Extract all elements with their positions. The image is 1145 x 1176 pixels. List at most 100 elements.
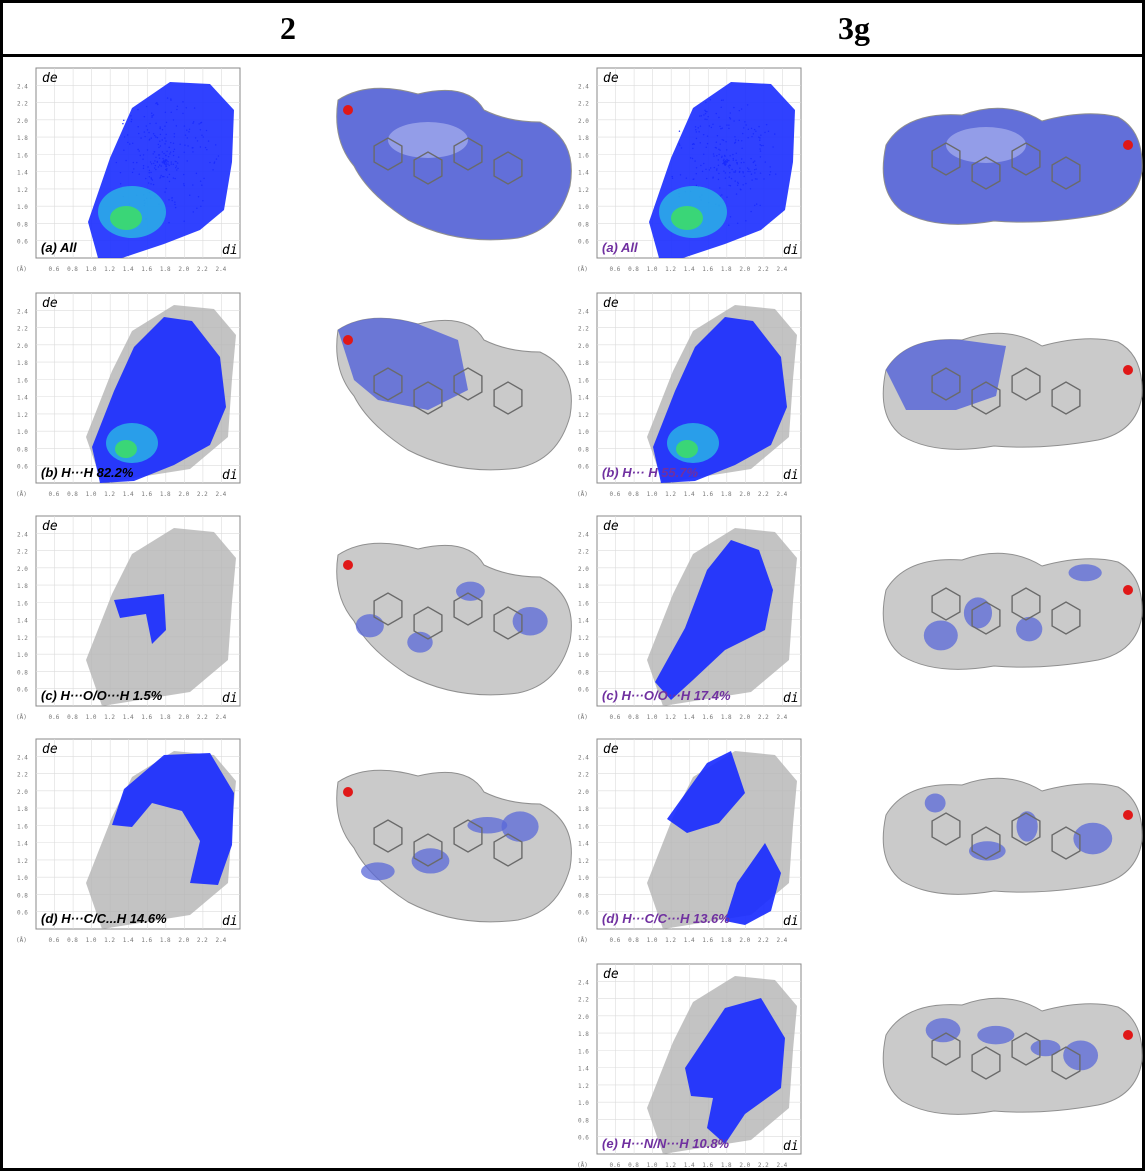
- scatter-point: [716, 168, 718, 170]
- scatter-point: [736, 163, 739, 165]
- y-tick-label: 1.4: [578, 395, 589, 402]
- scatter-point: [747, 137, 749, 139]
- hirshfeld-surface-3g-ho: [882, 552, 1143, 670]
- scatter-point: [155, 136, 157, 138]
- contact-red-spot: [1123, 365, 1133, 375]
- hirshfeld-surface-2-all: [336, 87, 572, 241]
- y-tick-label: 1.2: [578, 187, 589, 194]
- scatter-point: [168, 164, 170, 167]
- scatter-point: [709, 167, 712, 169]
- scatter-point: [748, 168, 750, 170]
- scatter-point: [192, 122, 194, 124]
- x-tick-label: 1.4: [684, 1162, 695, 1169]
- scatter-point: [159, 126, 161, 128]
- x-tick-label: 1.0: [647, 714, 658, 721]
- x-tick-label: 1.8: [160, 937, 171, 944]
- y-tick-label: 1.6: [17, 377, 28, 384]
- ring: [971, 381, 1001, 415]
- y-tick-label: 1.4: [578, 841, 589, 848]
- x-tick-label: 0.8: [628, 937, 639, 944]
- point-cloud: [647, 976, 797, 1154]
- scatter-point: [729, 185, 732, 187]
- fingerprint-plot-3g-hc: de di 0.6 0.6 0.8 0.8 1.0 1.0 1.2 1.2 1.4 1.4 1.6 1.6…: [577, 738, 802, 944]
- surface-contact-patch: [977, 1025, 1015, 1045]
- scatter-point: [115, 161, 118, 164]
- fingerprint-plot-3g-hh: de di 0.6 0.6 0.8 0.8 1.0 1.0 1.2 1.2 1.4 1.4 1.6 1.6…: [577, 292, 802, 498]
- y-tick-label: 2.2: [578, 997, 589, 1004]
- scatter-point: [130, 120, 132, 123]
- scatter-point: [186, 137, 189, 139]
- scatter-point: [699, 125, 702, 127]
- scatter-point: [734, 170, 737, 172]
- column-header-2: 2: [280, 10, 296, 46]
- scatter-point: [149, 161, 152, 163]
- x-tick-label: 2.4: [776, 937, 787, 944]
- scatter-point: [735, 159, 737, 162]
- scatter-point: [127, 141, 129, 144]
- scatter-point: [679, 174, 682, 176]
- scatter-point: [206, 148, 208, 151]
- x-tick-label: 1.4: [684, 491, 695, 498]
- x-tick-label: 1.0: [86, 266, 97, 273]
- y-tick-label: 2.0: [578, 789, 589, 796]
- y-tick-label: 1.2: [578, 1083, 589, 1090]
- scatter-point: [165, 165, 167, 168]
- scatter-point: [717, 159, 719, 161]
- ring: [1051, 381, 1081, 415]
- scatter-point: [131, 171, 134, 174]
- x-tick-label: 1.8: [721, 491, 732, 498]
- surface-contact-patch: [1015, 616, 1043, 642]
- x-axis-label: di: [222, 243, 238, 258]
- scatter-point: [123, 119, 125, 122]
- scatter-point: [726, 158, 728, 161]
- x-tick-label: 1.4: [123, 266, 134, 273]
- scatter-point: [715, 112, 717, 115]
- scatter-point: [162, 175, 164, 178]
- y-tick-label: 1.2: [578, 412, 589, 419]
- y-tick-label: 2.4: [578, 979, 589, 986]
- scatter-point: [732, 159, 734, 161]
- scatter-point: [735, 139, 737, 141]
- scatter-point: [136, 161, 138, 164]
- scatter-point: [159, 140, 161, 142]
- scatter-point: [719, 143, 721, 145]
- panel-label: (b) H···H 82.2%: [41, 465, 134, 480]
- y-tick-label: 1.6: [17, 152, 28, 159]
- scatter-point: [187, 145, 189, 147]
- scatter-point: [704, 118, 706, 120]
- x-tick-label: 1.4: [684, 937, 695, 944]
- scatter-point: [166, 176, 169, 178]
- fingerprint-plot-2-all: de di 0.6 0.6 0.8 0.8 1.0 1.0 1.2 1.2 1.4 1.4 1.6 1.6…: [16, 67, 241, 273]
- panel-label: (c) H···O/O···H 1.5%: [41, 688, 163, 703]
- scatter-point: [183, 173, 185, 176]
- hirshfeld-surface-3g-hh: [882, 332, 1143, 450]
- scatter-point: [754, 204, 756, 207]
- x-tick-label: 2.0: [178, 714, 189, 721]
- scatter-point: [196, 207, 198, 210]
- scatter-point: [146, 149, 149, 151]
- scatter-point: [150, 177, 152, 179]
- scatter-point: [743, 175, 745, 178]
- scatter-point: [168, 180, 171, 183]
- scatter-point: [130, 118, 133, 121]
- contact-red-spot: [343, 335, 353, 345]
- panel-label: (d) H···C/C···H 13.6%: [602, 911, 730, 926]
- scatter-point: [163, 162, 166, 165]
- x-tick-label: 2.2: [197, 714, 208, 721]
- y-tick-label: 0.8: [578, 669, 589, 676]
- scatter-point: [161, 139, 163, 141]
- scatter-point: [702, 133, 705, 136]
- x-tick-label: 2.2: [197, 491, 208, 498]
- scatter-point: [163, 152, 165, 155]
- y-axis-label: de: [603, 742, 619, 757]
- scatter-point: [156, 102, 158, 104]
- scatter-point: [697, 127, 699, 129]
- scatter-point: [709, 98, 712, 101]
- scatter-point: [165, 133, 167, 136]
- y-tick-label: 1.6: [578, 1048, 589, 1055]
- scatter-point: [148, 139, 151, 141]
- scatter-point: [706, 118, 708, 121]
- scatter-point: [192, 211, 194, 213]
- x-tick-label: 1.2: [665, 491, 676, 498]
- y-tick-label: 0.6: [17, 464, 28, 471]
